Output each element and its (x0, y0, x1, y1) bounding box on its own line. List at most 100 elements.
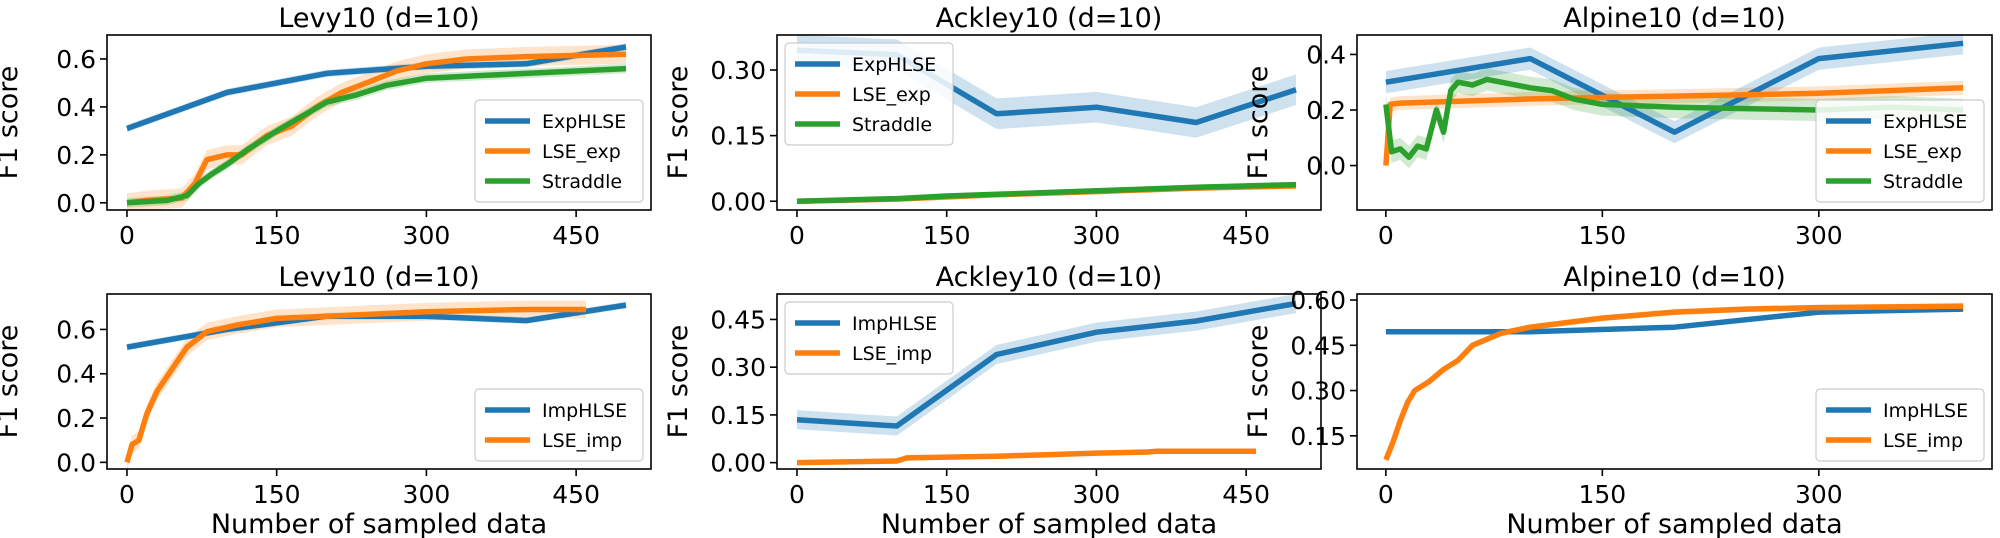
subplot-title: Levy10 (d=10) (278, 3, 479, 34)
legend: ImpHLSE LSE_imp (1815, 388, 1985, 462)
y-tick-label: 0.30 (1290, 377, 1346, 406)
subplot-3: 0 150 300 0.0 0.2 0.4 Alpine10 (d=10) F1 score E… (1243, 3, 1993, 250)
series-line-imphlse (1385, 306, 1964, 335)
legend: ExpHLSE LSE_exp Straddle (784, 42, 954, 146)
x-tick-label: 300 (403, 480, 451, 509)
axes-frame (1356, 34, 1993, 211)
y-tick-label: 0.0 (1306, 152, 1346, 181)
subplot-4: 0 150 300 450 0.0 0.2 0.4 0.6 Levy10 (d=10) F1 sc… (0, 262, 652, 538)
legend-label: LSE_exp (852, 84, 931, 106)
x-tick-label: 0 (789, 221, 805, 250)
y-axis-label: F1 score (0, 66, 24, 180)
x-tick-label: 300 (403, 221, 451, 250)
legend-label: ImpHLSE (1883, 400, 1968, 422)
y-axis-label: F1 score (663, 66, 694, 180)
x-axis-label: Number of sampled data (1506, 509, 1842, 538)
y-tick-label: 0.6 (56, 315, 96, 344)
y-tick-label: 0.30 (710, 56, 766, 85)
y-tick-label: 0.4 (56, 93, 96, 122)
x-axis-label: Number of sampled data (211, 509, 547, 538)
y-tick-label: 0.15 (710, 122, 766, 151)
x-tick-label: 150 (923, 221, 971, 250)
series-line-straddle (1383, 76, 1964, 160)
legend-label: LSE_imp (852, 343, 932, 365)
series-line-exphlse (1385, 40, 1964, 135)
legend-label: ExpHLSE (542, 111, 626, 133)
series-line-straddle (796, 181, 1297, 205)
confidence-band-straddle (127, 63, 626, 208)
legend-frame (1815, 99, 1985, 203)
series-line-lse_exp (1383, 85, 1964, 166)
y-tick-label: 0.4 (1306, 40, 1346, 69)
y-tick-label: 0.15 (1290, 422, 1346, 451)
axes-frame (106, 293, 652, 470)
y-tick-label: 0.6 (56, 45, 96, 74)
x-tick-label: 0 (1378, 221, 1394, 250)
legend-label: LSE_exp (542, 141, 621, 163)
y-tick-label: 0.00 (710, 449, 766, 478)
x-tick-label: 150 (253, 480, 301, 509)
series-line-straddle (126, 65, 627, 206)
axes-frame (106, 34, 652, 211)
legend-label: ImpHLSE (852, 313, 937, 335)
legend-frame (784, 42, 954, 146)
subplot-title: Ackley10 (d=10) (936, 262, 1163, 293)
axes-frame (776, 34, 1322, 211)
y-axis-label: F1 score (1243, 325, 1274, 439)
y-tick-label: 0.0 (56, 189, 96, 218)
confidence-band-imphlse (797, 294, 1296, 436)
x-tick-label: 450 (1222, 221, 1270, 250)
x-tick-label: 300 (1073, 221, 1121, 250)
x-axis-label: Number of sampled data (881, 509, 1217, 538)
axes-frame (1356, 293, 1993, 470)
legend: ExpHLSE LSE_exp Straddle (474, 99, 644, 203)
y-axis-label: F1 score (663, 325, 694, 439)
confidence-band-exphlse (1385, 35, 1964, 144)
x-tick-label: 450 (552, 480, 600, 509)
y-tick-label: 0.30 (710, 353, 766, 382)
legend-label: Straddle (1883, 171, 1963, 193)
series-line-exphlse (126, 44, 627, 132)
subplot-1: 0 150 300 450 0.0 0.2 0.4 0.6 Levy10 (d=10) F1 sc… (0, 3, 652, 250)
y-tick-label: 0.00 (710, 187, 766, 216)
y-tick-label: 0.60 (1290, 286, 1346, 315)
subplot-title: Alpine10 (d=10) (1563, 3, 1785, 34)
legend: ExpHLSE LSE_exp Straddle (1815, 99, 1985, 203)
legend-label: LSE_imp (542, 430, 622, 452)
y-tick-label: 0.0 (56, 448, 96, 477)
legend-label: Straddle (852, 114, 932, 136)
subplot-5: 0 150 300 450 0.00 0.15 0.30 0.45 Ackley10 (d=10… (663, 262, 1322, 538)
x-tick-label: 0 (1378, 480, 1394, 509)
legend-label: LSE_imp (1883, 430, 1963, 452)
legend-frame (474, 99, 644, 203)
y-tick-label: 0.4 (56, 360, 96, 389)
x-tick-label: 300 (1795, 480, 1843, 509)
legend-frame (784, 301, 954, 375)
subplot-6: 0 150 300 0.15 0.30 0.45 0.60 Alpine10 (d=10) F1… (1243, 262, 1993, 538)
axes-frame (776, 293, 1322, 470)
legend: ImpHLSE LSE_imp (474, 388, 644, 462)
y-tick-label: 0.2 (56, 141, 96, 170)
legend-label: ExpHLSE (852, 54, 936, 76)
x-tick-label: 0 (789, 480, 805, 509)
x-tick-label: 450 (1222, 480, 1270, 509)
legend-label: Straddle (542, 171, 622, 193)
legend-label: LSE_exp (1883, 141, 1962, 163)
x-tick-label: 150 (1578, 221, 1626, 250)
confidence-band-straddle (1385, 68, 1964, 169)
y-tick-label: 0.45 (1290, 331, 1346, 360)
confidence-band-lse_exp (1385, 80, 1964, 173)
x-tick-label: 150 (1578, 480, 1626, 509)
y-tick-label: 0.45 (710, 305, 766, 334)
x-tick-label: 150 (923, 480, 971, 509)
x-tick-label: 0 (119, 480, 135, 509)
series-line-imphlse (796, 300, 1297, 429)
x-tick-label: 0 (119, 221, 135, 250)
x-tick-label: 300 (1073, 480, 1121, 509)
x-tick-label: 150 (253, 221, 301, 250)
y-axis-label: F1 score (1243, 66, 1274, 180)
series-line-lse_imp (124, 306, 587, 464)
subplot-title: Ackley10 (d=10) (936, 3, 1163, 34)
series-line-lse_imp (1383, 303, 1964, 461)
